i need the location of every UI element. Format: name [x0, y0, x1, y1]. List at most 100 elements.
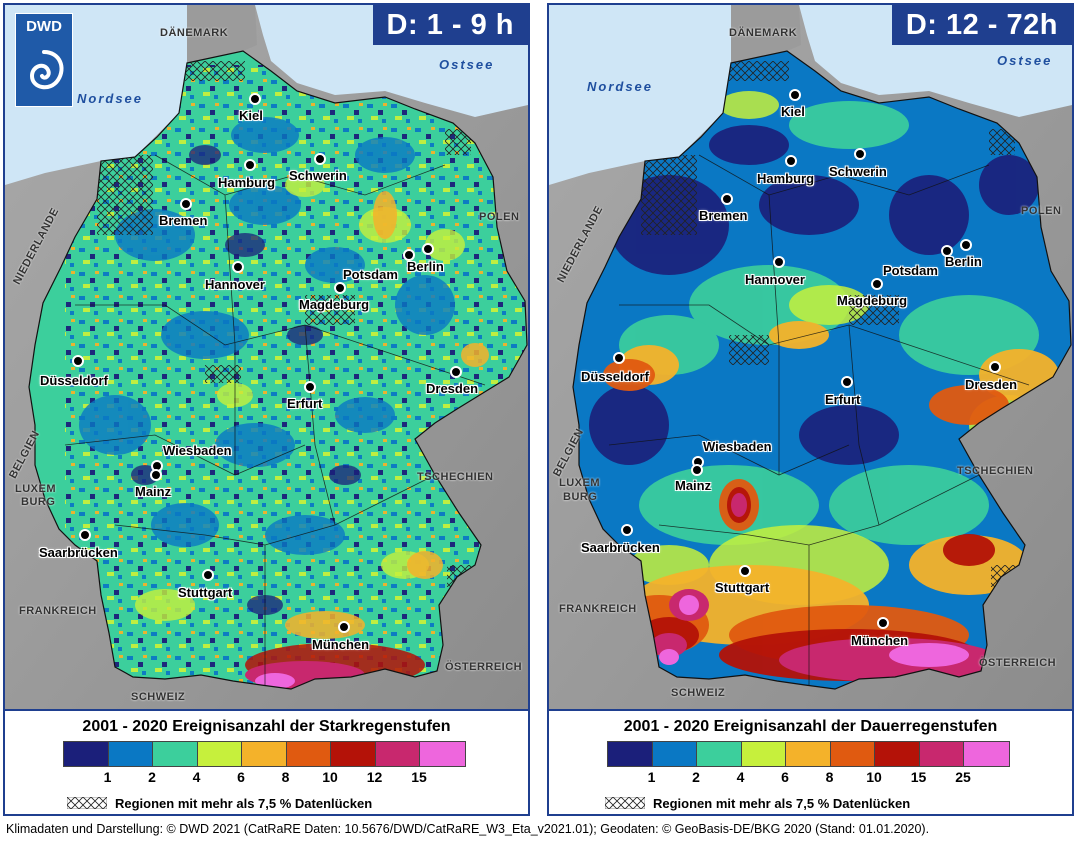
city-label-duesseldorf: Düsseldorf	[40, 373, 108, 388]
country-label-luxemburg-2: BURG	[21, 496, 56, 508]
sea-label-nordsee: Nordsee	[587, 79, 654, 94]
country-label-polen: POLEN	[1021, 205, 1062, 217]
legend-ticks: 1 2 4 6 8 10 15 25	[607, 769, 1008, 787]
city-marker-saarbruecken	[79, 529, 91, 541]
legend-swatch	[331, 742, 376, 766]
legend-swatch	[375, 742, 420, 766]
city-marker-bremen	[721, 193, 733, 205]
city-marker-mainz	[691, 464, 703, 476]
sea-label-ostsee: Ostsee	[439, 57, 495, 72]
map-area: DWD D: 1 - 9 h Nordsee Ostsee DÄNEMARK P…	[5, 5, 528, 709]
city-label-saarbruecken: Saarbrücken	[581, 540, 660, 555]
city-label-duesseldorf: Düsseldorf	[581, 369, 649, 384]
data-gap-label: Regionen mit mehr als 7,5 % Datenlücken	[653, 795, 911, 811]
legend-tick-label: 1	[647, 769, 656, 785]
city-marker-erfurt	[304, 381, 316, 393]
hatch-icon	[67, 797, 107, 809]
data-gap-legend: Regionen mit mehr als 7,5 % Datenlücken	[605, 795, 910, 811]
legend-swatch	[608, 742, 653, 766]
legend-swatch	[197, 742, 242, 766]
country-label-daenemark: DÄNEMARK	[160, 27, 229, 39]
city-marker-stuttgart	[739, 565, 751, 577]
city-marker-magdeburg	[334, 282, 346, 294]
country-label-polen: POLEN	[479, 211, 520, 223]
legend-tick-label: 8	[281, 769, 290, 785]
city-label-muenchen: München	[851, 633, 909, 648]
map-svg	[5, 5, 528, 709]
legend-swatch	[652, 742, 697, 766]
city-label-hannover: Hannover	[745, 272, 805, 287]
city-label-kiel: Kiel	[239, 108, 263, 123]
country-label-tschechien: TSCHECHIEN	[417, 471, 494, 483]
legend-tick-label: 15	[411, 769, 427, 785]
city-marker-potsdam	[403, 249, 415, 261]
city-label-berlin: Berlin	[945, 254, 982, 269]
data-gap-legend: Regionen mit mehr als 7,5 % Datenlücken	[67, 795, 372, 811]
country-label-oesterreich: ÖSTERREICH	[979, 657, 1057, 669]
map-panel-long-duration: D: 12 - 72h Nordsee Ostsee DÄNEMARK POLE…	[547, 3, 1074, 816]
country-label-schweiz: SCHWEIZ	[131, 691, 186, 703]
legend-swatch	[242, 742, 287, 766]
country-label-frankreich: FRANKREICH	[19, 605, 97, 617]
city-marker-duesseldorf	[72, 355, 84, 367]
city-label-erfurt: Erfurt	[825, 392, 861, 407]
legend-swatch	[286, 742, 331, 766]
legend-title: 2001 - 2020 Ereignisanzahl der Dauerrege…	[623, 718, 998, 735]
legend-swatch	[741, 742, 786, 766]
city-marker-muenchen	[877, 617, 889, 629]
city-label-stuttgart: Stuttgart	[178, 585, 233, 600]
city-label-bremen: Bremen	[699, 208, 748, 223]
country-label-frankreich: FRANKREICH	[559, 603, 637, 615]
country-label-schweiz: SCHWEIZ	[671, 687, 726, 699]
city-label-erfurt: Erfurt	[287, 396, 323, 411]
legend: 2001 - 2020 Ereignisanzahl der Starkrege…	[5, 709, 528, 814]
map-area: D: 12 - 72h Nordsee Ostsee DÄNEMARK POLE…	[549, 5, 1072, 709]
legend-tick-label: 4	[736, 769, 745, 785]
city-label-magdeburg: Magdeburg	[299, 297, 370, 312]
legend-ticks: 1 2 4 6 8 10 12 15	[63, 769, 464, 787]
city-label-dresden: Dresden	[965, 377, 1018, 392]
legend-tick-label: 6	[781, 769, 789, 785]
city-marker-schwerin	[854, 148, 866, 160]
sea-label-ostsee: Ostsee	[997, 53, 1053, 68]
legend: 2001 - 2020 Ereignisanzahl der Dauerrege…	[549, 709, 1072, 814]
legend-tick-label: 2	[692, 769, 700, 785]
legend-swatch	[875, 742, 920, 766]
city-label-hamburg: Hamburg	[218, 175, 276, 190]
legend-swatch	[420, 742, 465, 766]
country-label-oesterreich: ÖSTERREICH	[445, 661, 523, 673]
city-marker-hamburg	[244, 159, 256, 171]
legend-tick-label: 10	[866, 769, 882, 785]
city-marker-muenchen	[338, 621, 350, 633]
city-marker-erfurt	[841, 376, 853, 388]
city-marker-bremen	[180, 198, 192, 210]
legend-swatch	[964, 742, 1009, 766]
legend-swatch	[64, 742, 109, 766]
city-label-muenchen: München	[312, 637, 370, 652]
city-label-potsdam: Potsdam	[883, 263, 938, 278]
city-marker-berlin	[422, 243, 434, 255]
legend-tick-label: 2	[148, 769, 156, 785]
legend-tick-label: 4	[192, 769, 201, 785]
country-label-tschechien: TSCHECHIEN	[957, 465, 1034, 477]
legend-swatch	[697, 742, 742, 766]
city-label-berlin: Berlin	[407, 259, 444, 274]
legend-swatch	[786, 742, 831, 766]
legend-tick-label: 6	[237, 769, 245, 785]
city-marker-kiel	[789, 89, 801, 101]
legend-swatch	[830, 742, 875, 766]
city-label-saarbruecken: Saarbrücken	[39, 545, 118, 560]
legend-tick-label: 1	[103, 769, 112, 785]
city-label-magdeburg: Magdeburg	[837, 293, 908, 308]
city-label-hannover: Hannover	[205, 277, 265, 292]
city-marker-duesseldorf	[613, 352, 625, 364]
country-label-daenemark: DÄNEMARK	[729, 27, 798, 39]
legend-tick-label: 12	[366, 769, 383, 785]
data-gap-label: Regionen mit mehr als 7,5 % Datenlücken	[115, 795, 373, 811]
city-label-hamburg: Hamburg	[757, 171, 815, 186]
city-marker-dresden	[989, 361, 1001, 373]
legend-swatches	[607, 741, 1010, 767]
city-label-wiesbaden: Wiesbaden	[163, 443, 232, 458]
map-svg	[549, 5, 1072, 709]
duration-label: D: 12 - 72h	[891, 5, 1072, 45]
